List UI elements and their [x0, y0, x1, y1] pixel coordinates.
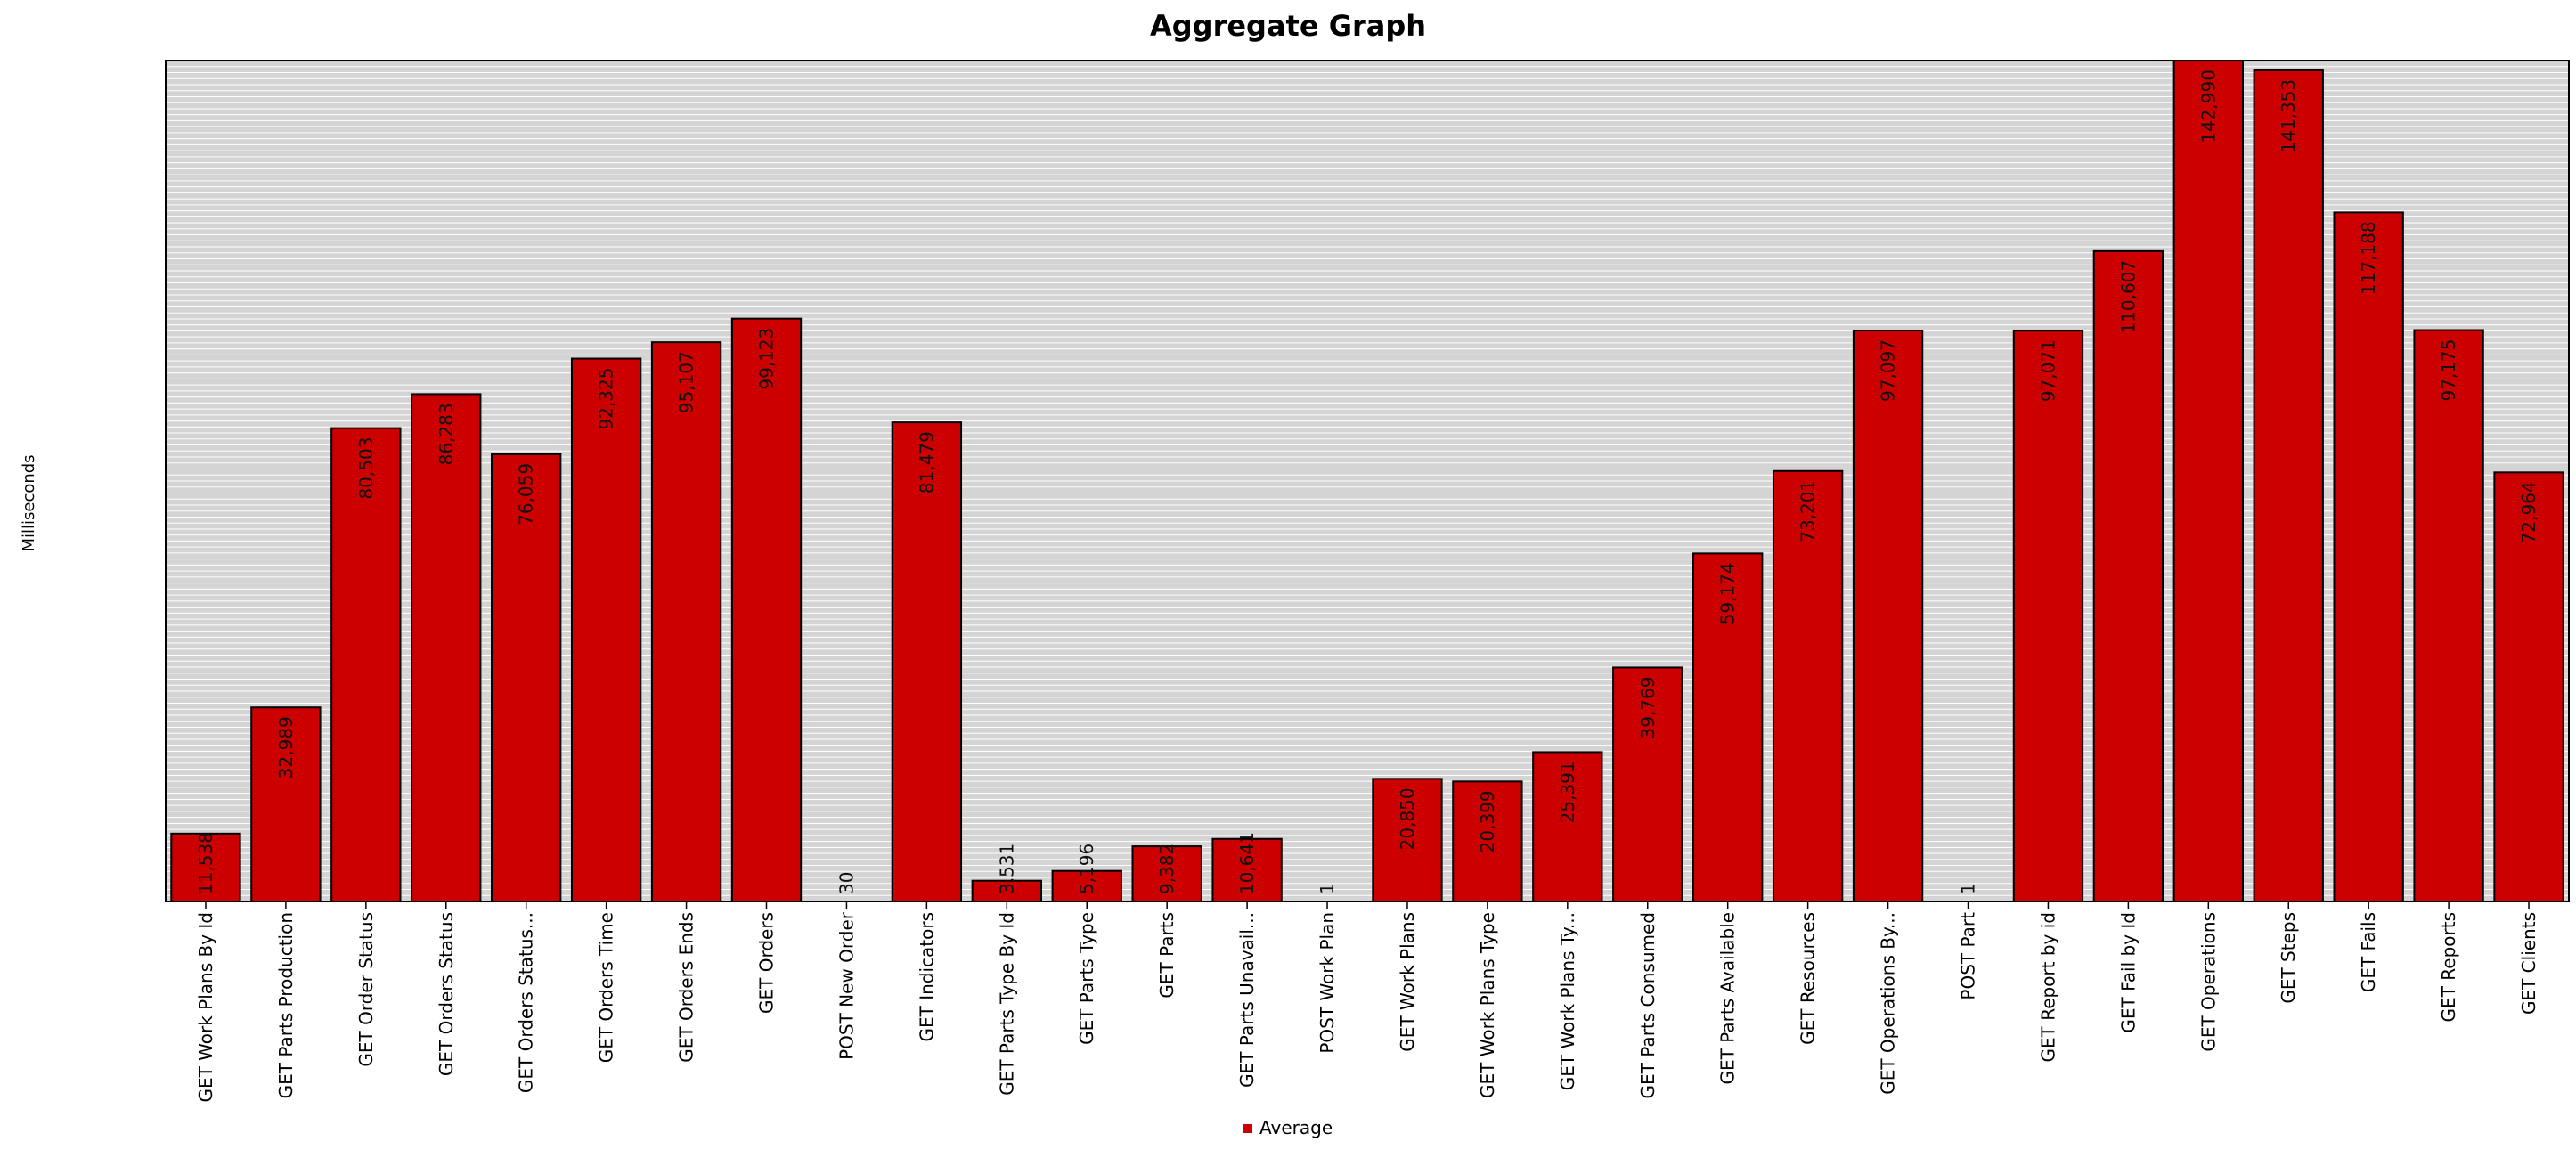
data-label: 81,479 — [916, 431, 937, 493]
data-label: 11,538 — [195, 832, 216, 894]
x-axis-ticks: GET Work Plans By Id GET Parts Production… — [195, 901, 2539, 1103]
x-tick-label: GET Orders Status — [436, 912, 457, 1076]
bar — [250, 706, 322, 902]
x-tick-label: GET Parts Type By Id — [996, 912, 1017, 1096]
bar — [1612, 666, 1683, 902]
data-label: 86,283 — [436, 403, 457, 465]
data-label: 117,188 — [2358, 221, 2379, 295]
bar — [1372, 778, 1443, 902]
data-label: 97,175 — [2438, 339, 2459, 402]
bar — [1051, 869, 1122, 903]
x-tick-label: GET Orders Status... — [516, 912, 537, 1093]
bar — [1131, 845, 1202, 902]
x-tick-label: GET Orders — [756, 912, 778, 1014]
x-tick-label: GET Parts Unavail... — [1236, 912, 1258, 1088]
x-tick-label: GET Clients — [2518, 912, 2539, 1015]
x-tick-label: GET Steps — [2278, 912, 2299, 1004]
x-tick-label: GET Report by id — [2037, 912, 2058, 1063]
bar — [2493, 471, 2564, 903]
y-axis-label: Milliseconds — [20, 454, 38, 551]
legend-swatch — [1243, 1124, 1252, 1133]
x-tick-label: GET Indicators — [916, 912, 937, 1042]
bar — [330, 427, 402, 902]
data-label: 73,201 — [1797, 480, 1819, 542]
bar — [2253, 69, 2324, 903]
data-label: 76,059 — [516, 463, 537, 526]
data-label: 39,769 — [1637, 676, 1659, 738]
bar — [1532, 751, 1603, 903]
data-label: 92,325 — [596, 368, 617, 430]
data-label: 141,353 — [2278, 79, 2299, 153]
x-tick-label: GET Work Plans Ty... — [1557, 912, 1578, 1090]
bar — [730, 317, 803, 903]
bar — [491, 453, 562, 902]
legend: Average — [1243, 1117, 1333, 1138]
data-label: 20,850 — [1397, 787, 1418, 850]
data-label: 97,097 — [1878, 339, 1899, 402]
bar — [2333, 211, 2404, 902]
bar — [1692, 552, 1764, 902]
x-tick-label: POST Work Plan — [1317, 912, 1338, 1054]
data-label: 10,641 — [1236, 832, 1258, 894]
x-tick-label: GET Work Plans Type — [1477, 912, 1498, 1098]
x-tick-label: GET Parts Production — [275, 912, 297, 1098]
x-tick-label: GET Order Status — [355, 912, 377, 1067]
bar — [411, 393, 482, 903]
data-label: 3,531 — [996, 844, 1017, 894]
data-label: 80,503 — [355, 437, 377, 500]
data-label: 25,391 — [1557, 761, 1578, 823]
x-tick-label: GET Work Plans — [1397, 912, 1418, 1052]
x-tick-label: GET Parts — [1156, 912, 1178, 999]
data-label: 95,107 — [676, 351, 697, 413]
data-label: 1 — [1317, 883, 1338, 894]
data-label: 72,964 — [2518, 481, 2539, 543]
data-label: 1 — [1958, 883, 1979, 894]
bar — [2172, 60, 2244, 902]
x-tick-label: POST New Order — [836, 911, 857, 1060]
data-label: 97,071 — [2037, 339, 2058, 402]
data-label: 20,399 — [1477, 790, 1498, 852]
data-label: 9,382 — [1156, 844, 1178, 894]
x-tick-label: GET Work Plans By Id — [195, 912, 216, 1103]
data-label: 59,174 — [1717, 562, 1739, 624]
bar — [1772, 469, 1844, 902]
bar — [2012, 330, 2084, 903]
bar — [570, 357, 642, 902]
bar — [2413, 329, 2484, 902]
grid-lines — [166, 66, 2569, 896]
x-tick-label: GET Operations By... — [1878, 912, 1899, 1095]
data-label: 99,123 — [756, 328, 778, 390]
x-tick-label: GET Operations — [2197, 912, 2219, 1052]
x-tick-label: GET Parts Type — [1076, 912, 1097, 1045]
x-tick-label: GET Orders Time — [596, 912, 617, 1063]
x-tick-label: GET Fails — [2358, 912, 2379, 992]
x-tick-label: GET Fail by Id — [2117, 912, 2139, 1033]
data-label: 142,990 — [2197, 69, 2219, 143]
chart-title: Aggregate Graph — [1150, 9, 1426, 43]
x-tick-label: GET Parts Consumed — [1637, 912, 1659, 1098]
x-tick-label: GET Orders Ends — [676, 912, 697, 1063]
data-labels: 11,538 32,989 80,503 86,283 76,059 92,325 95,1… — [195, 69, 2539, 894]
legend-label-average: Average — [1259, 1117, 1333, 1138]
bar — [891, 421, 963, 902]
bar — [1452, 780, 1523, 902]
x-tick-label: POST Part — [1958, 912, 1979, 1000]
plot-border — [165, 60, 2570, 902]
data-label: 30 — [836, 872, 857, 894]
bar — [650, 341, 722, 903]
bar — [1852, 330, 1924, 902]
x-tick-label: GET Resources — [1797, 912, 1819, 1045]
x-tick-label: GET Reports — [2438, 912, 2459, 1022]
bar — [2092, 249, 2164, 902]
x-tick-label: GET Parts Available — [1717, 912, 1739, 1085]
data-label: 32,989 — [275, 716, 297, 779]
data-label: 110,607 — [2117, 260, 2139, 334]
data-label: 5,196 — [1076, 844, 1097, 894]
